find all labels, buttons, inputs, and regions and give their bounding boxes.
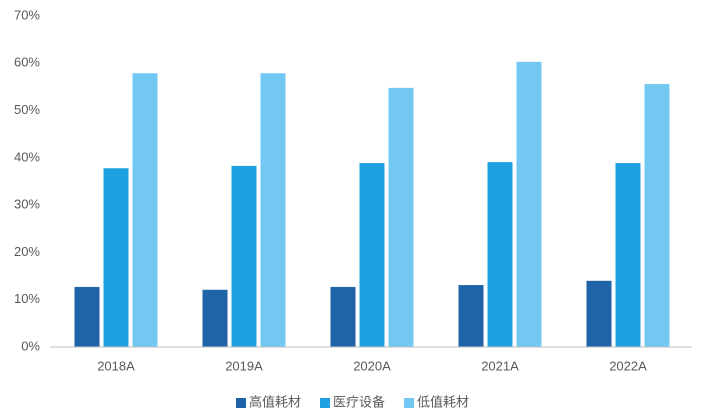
legend-label: 低值耗材 (417, 394, 469, 409)
bar (615, 163, 641, 347)
x-tick-label: 2022A (609, 358, 647, 373)
legend-swatch (320, 398, 330, 408)
legend-label: 高值耗材 (249, 394, 301, 409)
legend-swatch (404, 398, 414, 408)
bar (103, 168, 129, 347)
bar (330, 286, 356, 347)
bar (516, 61, 542, 348)
x-tick-label: 2018A (97, 358, 135, 373)
bar (359, 163, 385, 347)
x-tick-label: 2020A (353, 358, 391, 373)
x-tick-label: 2021A (481, 358, 519, 373)
bar (132, 73, 158, 348)
y-tick-label: 30% (14, 197, 40, 212)
bar (260, 73, 286, 348)
bar (586, 280, 612, 347)
bar (202, 289, 228, 347)
y-tick-label: 70% (14, 7, 40, 22)
legend-swatch (236, 398, 246, 408)
y-tick-label: 40% (14, 149, 40, 164)
y-tick-label: 0% (21, 338, 40, 353)
bar (388, 87, 414, 348)
bar (458, 285, 484, 347)
bar (74, 286, 100, 347)
x-tick-label: 2019A (225, 358, 263, 373)
bar (487, 162, 513, 347)
bar (231, 165, 257, 347)
y-tick-label: 50% (14, 102, 40, 117)
y-tick-label: 60% (14, 55, 40, 70)
y-tick-label: 10% (14, 291, 40, 306)
y-tick-label: 20% (14, 244, 40, 259)
legend-label: 医疗设备 (333, 394, 385, 409)
bar (644, 84, 670, 347)
